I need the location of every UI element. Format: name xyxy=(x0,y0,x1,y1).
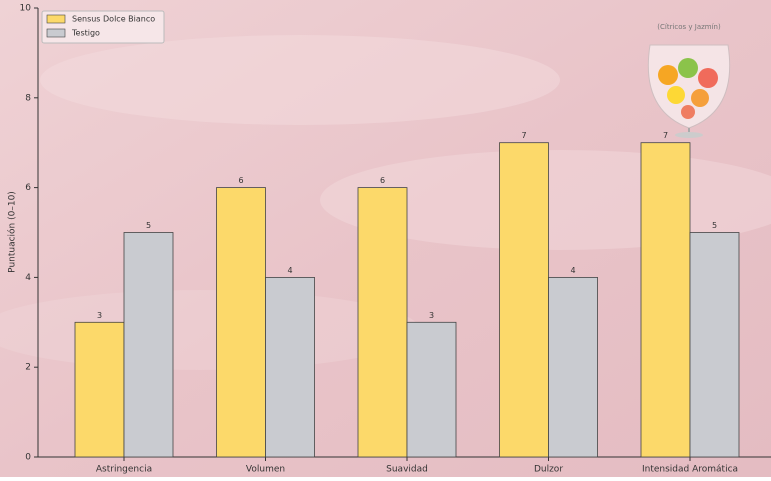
bar xyxy=(124,233,173,458)
legend-swatch xyxy=(47,15,65,23)
y-tick-label: 4 xyxy=(25,273,31,283)
bar xyxy=(266,277,315,457)
chart: (Cítricos y Jazmín) Puntuación (0–10) 0 2… xyxy=(0,0,771,477)
legend-swatch xyxy=(47,29,65,37)
bar xyxy=(690,233,739,458)
value-label: 6 xyxy=(380,176,385,185)
y-tick-label: 8 xyxy=(25,93,31,103)
bar xyxy=(549,277,598,457)
x-tick-label: Dulzor xyxy=(534,465,563,475)
legend-label: Sensus Dolce Bianco xyxy=(72,15,155,24)
y-tick-label: 0 xyxy=(25,453,31,463)
x-tick-label: Suavidad xyxy=(386,465,428,475)
value-label: 4 xyxy=(287,266,292,275)
value-label: 3 xyxy=(429,311,434,320)
y-axis-label: Puntuación (0–10) xyxy=(7,191,18,273)
bar xyxy=(75,322,124,457)
x-tick-label: Astringencia xyxy=(96,465,152,475)
value-label: 5 xyxy=(712,221,717,230)
annotation: (Cítricos y Jazmín) xyxy=(657,23,721,31)
y-tick-label: 2 xyxy=(25,363,31,373)
bar xyxy=(217,188,266,457)
value-label: 3 xyxy=(97,311,102,320)
x-tick-label: Volumen xyxy=(246,465,285,475)
bar xyxy=(641,143,690,457)
y-tick-label: 10 xyxy=(20,4,32,14)
value-label: 5 xyxy=(146,221,151,230)
value-label: 7 xyxy=(521,131,526,140)
value-label: 4 xyxy=(570,266,575,275)
cloud xyxy=(40,35,560,125)
cloud xyxy=(0,290,420,370)
x-tick-label: Intensidad Aromática xyxy=(642,465,738,475)
value-label: 7 xyxy=(663,131,668,140)
bar xyxy=(500,143,549,457)
legend-label: Testigo xyxy=(71,29,100,38)
bar xyxy=(407,322,456,457)
value-label: 6 xyxy=(238,176,243,185)
bar xyxy=(358,188,407,457)
y-tick-label: 6 xyxy=(25,183,31,193)
